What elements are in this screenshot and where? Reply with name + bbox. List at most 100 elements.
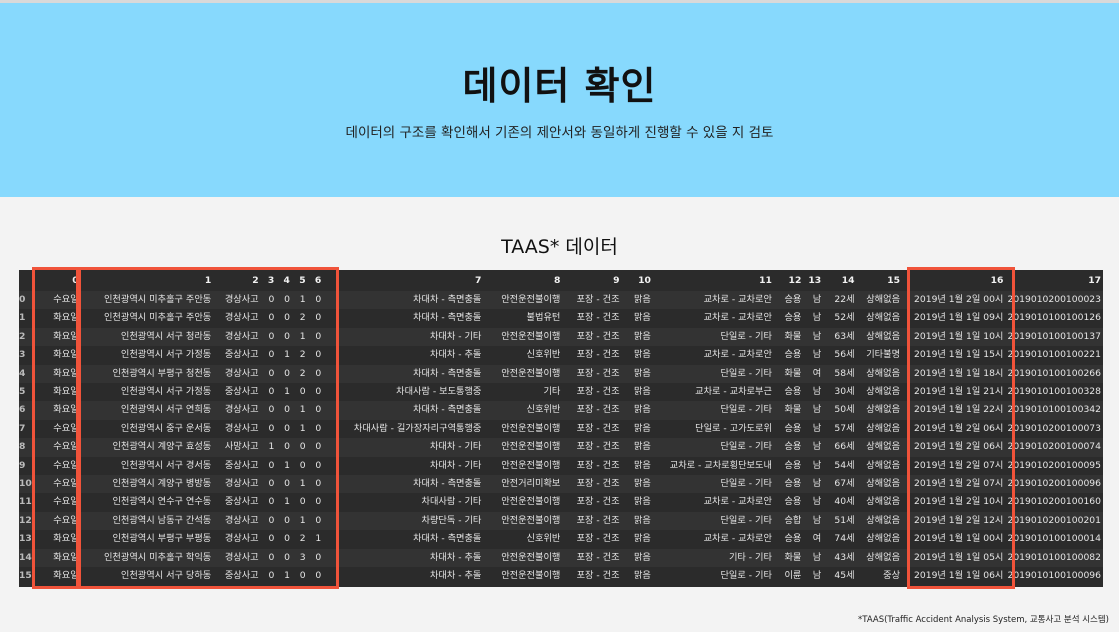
row-index: 6 (19, 401, 34, 420)
table-cell: 남 (803, 438, 824, 457)
table-row: 10 수요일 인천광역시 계양구 병방동 경상사고 0 0 1 0 차대차 - 측면충돌 안전거리… (19, 475, 1103, 494)
table-cell: 차대차 - 기타 (323, 327, 484, 347)
table-cell: 화물 (773, 401, 804, 420)
table-cell: 포장 - 건조 (562, 346, 622, 365)
table-cell: 2019년 1월 1일 22시 (902, 401, 1006, 420)
table-cell: 2019년 1월 1일 18시 (902, 364, 1006, 384)
table-cell: 경상사고 (213, 530, 261, 549)
table-cell: 남 (803, 401, 824, 420)
table-cell: 0 (260, 530, 277, 549)
table-cell: 포장 - 건조 (562, 419, 622, 439)
data-table-container[interactable]: 0 1 2 3 4 5 6 7 8 9 10 11 12 13 14 15 16 17 0 수요일 인천광역시 미추홀… (19, 270, 1103, 587)
table-cell: 0 (307, 401, 324, 420)
table-cell: 맑음 (621, 438, 653, 457)
table-cell: 맑음 (621, 511, 653, 531)
table-cell: 신호위반 (483, 530, 563, 549)
table-cell: 2019년 1월 1일 00시 (902, 530, 1006, 549)
table-cell: 2 (291, 530, 308, 549)
table-cell: 2019010200100095 (1005, 456, 1103, 476)
table-cell: 상해없음 (856, 327, 903, 347)
table-row: 12 수요일 인천광역시 남동구 간석동 경상사고 0 0 1 0 차량단독 - 기타 안전운전불… (19, 511, 1103, 531)
table-cell: 0 (260, 346, 277, 365)
table-cell: 사망사고 (213, 438, 261, 457)
table-cell: 인천광역시 서구 당하동 (80, 567, 214, 586)
table-cell: 기타불명 (856, 346, 903, 365)
table-cell: 2 (291, 364, 308, 384)
table-cell: 교차로 - 교차로안 (652, 530, 774, 549)
table-cell: 화요일 (33, 309, 81, 328)
table-cell: 0 (307, 493, 324, 512)
table-cell: 승용 (773, 493, 804, 512)
table-cell: 상해없음 (856, 419, 903, 439)
table-cell: 상해없음 (856, 383, 903, 402)
table-cell: 차대차 - 측면충돌 (323, 401, 484, 420)
table-cell: 중상사고 (213, 456, 261, 476)
table-cell: 1 (276, 383, 292, 402)
table-cell: 남 (803, 309, 824, 328)
row-index: 0 (19, 291, 34, 310)
table-cell: 상해없음 (856, 401, 903, 420)
table-cell: 2019년 1월 2일 12시 (902, 511, 1006, 531)
section-title: TAAS* 데이터 (501, 236, 618, 258)
table-row: 7 수요일 인천광역시 중구 운서동 경상사고 0 0 1 0 차대사람 - 길가장자리구역통행… (19, 419, 1103, 439)
table-cell: 맑음 (621, 530, 653, 549)
table-cell: 교차로 - 교차로안 (652, 291, 774, 310)
table-cell: 0 (260, 291, 277, 310)
column-header-1: 1 (80, 270, 214, 291)
table-cell: 2019년 1월 2일 06시 (902, 419, 1006, 439)
table-cell: 1 (291, 327, 308, 347)
row-index: 15 (19, 567, 34, 586)
table-cell: 0 (276, 327, 292, 347)
table-cell: 0 (276, 401, 292, 420)
table-cell: 화요일 (33, 530, 81, 549)
table-cell: 0 (307, 548, 324, 568)
table-cell: 2019년 1월 1일 15시 (902, 346, 1006, 365)
table-cell: 인천광역시 중구 운서동 (80, 419, 214, 439)
table-cell: 포장 - 건조 (562, 291, 622, 310)
table-cell: 2019010100100126 (1005, 309, 1103, 328)
table-cell: 남 (803, 475, 824, 494)
table-cell: 인천광역시 연수구 연수동 (80, 493, 214, 512)
table-cell: 2019010200100096 (1005, 475, 1103, 494)
table-cell: 수요일 (33, 493, 81, 512)
table-cell: 신호위반 (483, 401, 563, 420)
table-cell: 상해없음 (856, 309, 903, 328)
table-row: 0 수요일 인천광역시 미추홀구 주안동 경상사고 0 0 1 0 차대차 - 측면충돌 안전운전… (19, 291, 1103, 310)
table-cell: 맑음 (621, 364, 653, 384)
table-cell: 인천광역시 서구 청라동 (80, 327, 214, 347)
row-index: 5 (19, 383, 34, 402)
table-cell: 인천광역시 계양구 효성동 (80, 438, 214, 457)
table-cell: 인천광역시 서구 가정동 (80, 346, 214, 365)
table-cell: 0 (276, 291, 292, 310)
table-header-row: 0 1 2 3 4 5 6 7 8 9 10 11 12 13 14 15 16 17 (19, 270, 1103, 291)
table-cell: 0 (276, 438, 292, 457)
data-table: 0 1 2 3 4 5 6 7 8 9 10 11 12 13 14 15 16 17 0 수요일 인천광역시 미추홀… (19, 270, 1103, 586)
table-cell: 상해없음 (856, 364, 903, 384)
table-cell: 여 (803, 530, 824, 549)
table-cell: 단일로 - 기타 (652, 327, 774, 347)
table-cell: 43세 (823, 548, 857, 568)
column-header-3: 3 (260, 270, 277, 291)
table-cell: 인천광역시 부평구 청천동 (80, 364, 214, 384)
table-cell: 0 (307, 456, 324, 476)
table-cell: 남 (803, 419, 824, 439)
table-row: 4 화요일 인천광역시 부평구 청천동 경상사고 0 0 2 0 차대차 - 측면충돌 안전운전불… (19, 364, 1103, 384)
table-cell: 0 (307, 567, 324, 586)
table-cell: 0 (260, 548, 277, 568)
table-cell: 52세 (823, 309, 857, 328)
table-cell: 45세 (823, 567, 857, 586)
table-cell: 수요일 (33, 291, 81, 310)
row-index: 2 (19, 327, 34, 347)
table-cell: 안전운전불이행 (483, 364, 563, 384)
table-cell: 상해없음 (856, 548, 903, 568)
table-cell: 수요일 (33, 511, 81, 531)
table-row: 2 화요일 인천광역시 서구 청라동 경상사고 0 0 1 0 차대차 - 기타 안전운전불이행 포… (19, 327, 1103, 347)
table-cell: 맑음 (621, 475, 653, 494)
table-cell: 0 (260, 401, 277, 420)
table-cell: 남 (803, 548, 824, 568)
table-cell: 단일로 - 기타 (652, 364, 774, 384)
table-cell: 1 (291, 291, 308, 310)
table-cell: 포장 - 건조 (562, 475, 622, 494)
table-cell: 화요일 (33, 567, 81, 586)
table-cell: 수요일 (33, 475, 81, 494)
